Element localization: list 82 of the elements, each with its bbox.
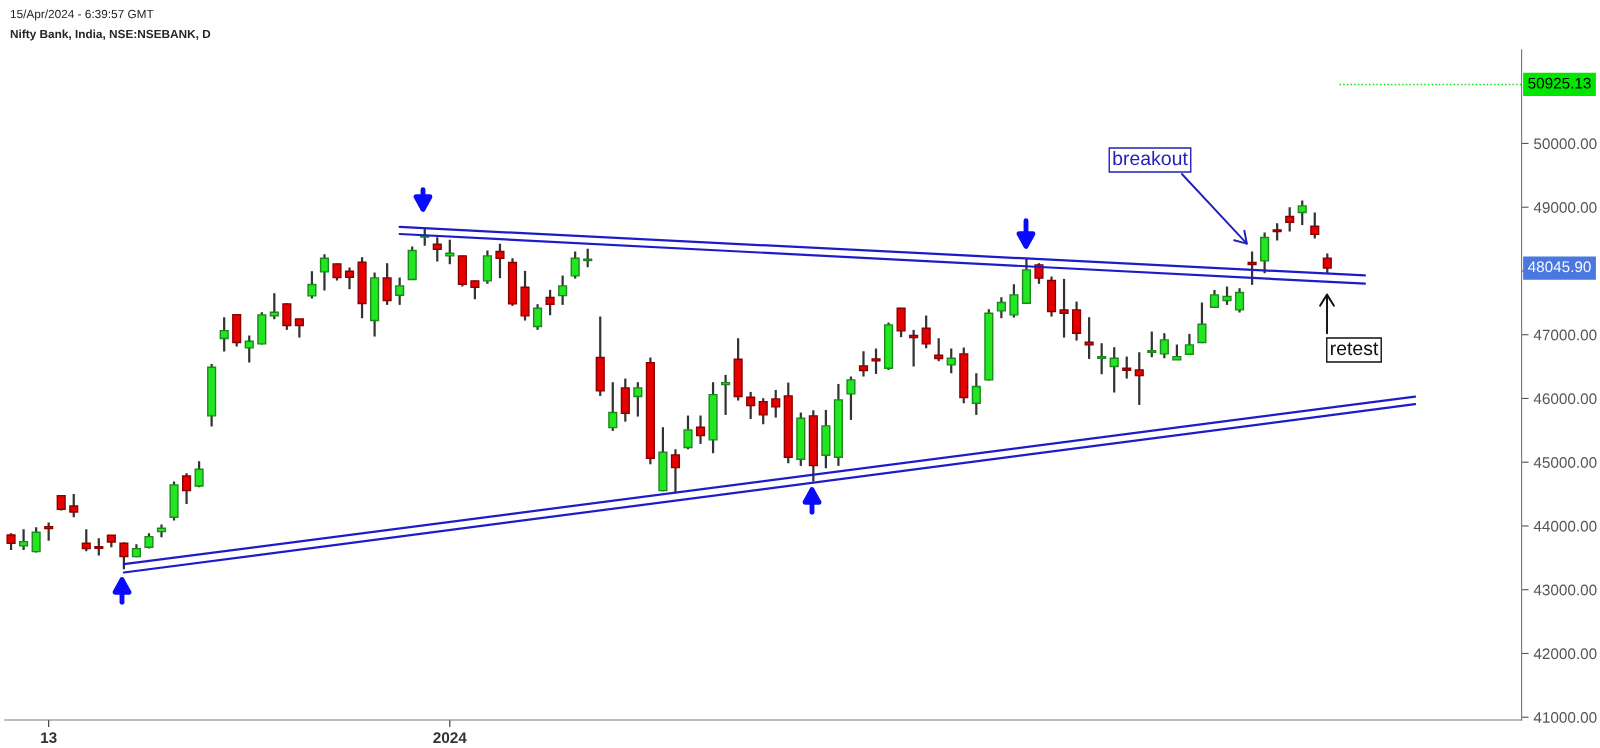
annotation: breakout xyxy=(1113,150,1188,166)
candlestick xyxy=(219,316,229,353)
candlestick xyxy=(946,347,956,375)
candlestick xyxy=(244,334,254,364)
text: 48045.90 xyxy=(1528,261,1591,273)
candlestick xyxy=(470,279,480,301)
candlestick xyxy=(1247,250,1257,286)
candlestick xyxy=(1134,351,1144,407)
candlestick xyxy=(1109,346,1119,394)
x-tick-label: 2024 xyxy=(433,732,467,744)
candlestick xyxy=(608,381,618,433)
candlestick xyxy=(1097,342,1107,376)
candlestick xyxy=(1234,287,1245,314)
y-tick-label: 42000.00 xyxy=(1533,648,1597,660)
candlestick xyxy=(1034,262,1044,285)
candlestick xyxy=(858,350,869,378)
y-tick-label: 49000.00 xyxy=(1533,202,1597,213)
candlestick xyxy=(532,303,543,331)
chart-title: Nifty Bank, India, NSE:NSEBANK, D xyxy=(10,29,211,41)
candlestick xyxy=(307,270,317,300)
text: 15/Apr/2024 - 6:39:57 GMT xyxy=(10,9,154,21)
candlestick xyxy=(1072,300,1082,342)
candlestick xyxy=(31,526,41,554)
candlestick xyxy=(19,528,29,552)
candlestick xyxy=(395,276,405,306)
candlestick xyxy=(896,306,906,339)
candlestick xyxy=(633,381,643,418)
candlestick xyxy=(432,236,442,263)
candlestick xyxy=(1310,211,1320,240)
candlestick xyxy=(269,292,279,321)
candlestick xyxy=(294,317,304,339)
candlestick xyxy=(721,373,731,417)
candlestick xyxy=(1009,283,1019,319)
ref-line-label: 50925.13 xyxy=(1528,77,1591,89)
candlestick xyxy=(1059,277,1069,339)
candlestick xyxy=(81,528,91,553)
candlestick xyxy=(1285,206,1295,233)
candlestick xyxy=(695,414,706,446)
candlestick xyxy=(670,448,681,495)
candlestick xyxy=(1147,330,1157,359)
y-tick-label: 41000.00 xyxy=(1533,712,1597,723)
candlestick xyxy=(971,372,981,417)
candlestick xyxy=(119,541,129,571)
x-tick-label: 13 xyxy=(41,732,57,744)
candlestick xyxy=(495,242,505,280)
candlestick xyxy=(570,250,580,280)
candlestick xyxy=(1260,231,1270,275)
candlestick xyxy=(746,390,756,421)
candlestick xyxy=(1184,332,1194,356)
candlestick xyxy=(181,472,192,506)
candlestick xyxy=(921,314,931,350)
y-tick-label: 45000.00 xyxy=(1533,457,1597,468)
candlestick xyxy=(69,492,79,519)
candlestick xyxy=(771,388,781,419)
candlestick xyxy=(583,247,593,269)
candlestick xyxy=(558,274,568,306)
y-tick-label: 50000.00 xyxy=(1534,138,1597,150)
candlestick xyxy=(382,262,392,306)
candlestick xyxy=(758,397,768,426)
y-tick-label: 47000.00 xyxy=(1533,329,1597,341)
annotation: retest xyxy=(1330,342,1379,356)
candlestick xyxy=(445,238,455,266)
candlestick xyxy=(1197,301,1207,345)
candlestick xyxy=(909,328,919,368)
candlestick xyxy=(846,375,856,421)
candlestick xyxy=(1159,332,1169,360)
y-tick-label: 46000.00 xyxy=(1533,393,1597,405)
candlestick xyxy=(194,460,204,489)
candlestick xyxy=(1084,316,1094,360)
candlestick xyxy=(344,266,355,291)
candlestick xyxy=(44,521,54,542)
candlestick xyxy=(996,296,1006,320)
candlestick xyxy=(545,288,555,317)
candlestick xyxy=(1297,199,1307,226)
y-tick-label: 43000.00 xyxy=(1533,584,1597,596)
candlestick xyxy=(282,302,292,331)
candlestick xyxy=(871,347,881,376)
candlestick xyxy=(319,253,330,292)
candlestick xyxy=(1222,285,1232,306)
candlestick xyxy=(683,414,693,451)
y-tick-label: 44000.00 xyxy=(1533,520,1597,532)
candlestick xyxy=(1122,355,1132,380)
